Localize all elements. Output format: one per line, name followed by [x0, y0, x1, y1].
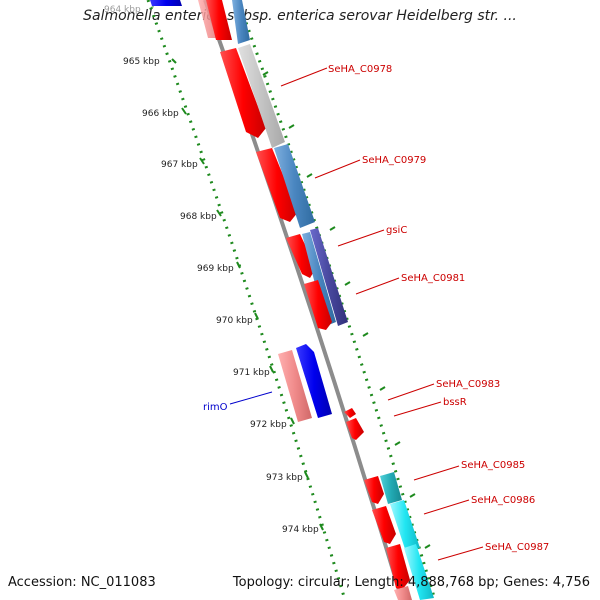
tick-10: 974 kbp [282, 523, 324, 535]
cds-feature-bssR[interactable] [346, 418, 364, 440]
tick-4: 968 kbp [180, 209, 222, 222]
tick-0: 964 kbp [104, 0, 157, 15]
gene-label-SeHA_C0981[interactable]: SeHA_C0981 [401, 273, 465, 284]
gene-label-gsiC[interactable]: gsiC [386, 225, 407, 236]
cds-feature-rimO[interactable] [296, 344, 332, 418]
gene-feature-SeHA_C0987[interactable] [404, 544, 434, 600]
inner-ticks [262, 71, 431, 549]
gene-label-SeHA_C0978[interactable]: SeHA_C0978 [328, 64, 392, 75]
cds-feature-SeHA_C0985[interactable] [364, 476, 384, 504]
map-title: Salmonella enterica subsp. enterica sero… [83, 8, 517, 24]
label-leaders [229, 67, 484, 561]
gene-feature-SeHA_C0986[interactable] [390, 500, 420, 552]
tick-5: 969 kbp [197, 261, 241, 274]
cds-feature-gsiC[interactable] [286, 234, 316, 278]
cds-feature-SeHA_C0987[interactable] [386, 544, 410, 590]
cds-feature-SeHA_C0979[interactable] [256, 148, 298, 222]
cds-feature-reverse-top[interactable] [150, 0, 182, 6]
gene-feature-top[interactable] [232, 0, 250, 44]
gene-feature-SeHA_C0978[interactable] [238, 44, 285, 148]
tick-9: 973 kbp [266, 471, 309, 483]
tick-6: 970 kbp [216, 312, 259, 326]
gene-label-rimO[interactable]: rimO [203, 402, 228, 413]
tick-label: 970 kbp [216, 316, 253, 326]
gene-label-SeHA_C0979[interactable]: SeHA_C0979 [362, 155, 426, 166]
cds-feature-SeHA_C0986[interactable] [372, 506, 396, 544]
tick-label: 974 kbp [282, 525, 319, 535]
gene-label-SeHA_C0987[interactable]: SeHA_C0987 [485, 542, 549, 553]
cds-feature-SeHA_C0978[interactable] [220, 48, 266, 138]
tick-3: 967 kbp [161, 157, 205, 170]
tick-label: 968 kbp [180, 212, 217, 222]
tick-label: 964 kbp [104, 5, 141, 15]
gene-label-SeHA_C0986[interactable]: SeHA_C0986 [471, 495, 535, 506]
gene-label-bssR[interactable]: bssR [443, 397, 467, 408]
tick-2: 966 kbp [142, 107, 187, 119]
gene-label-SeHA_C0983[interactable]: SeHA_C0983 [436, 379, 500, 390]
inner-tick-track [236, 0, 437, 600]
cds-feature-top[interactable] [206, 0, 232, 40]
tick-7: 971 kbp [233, 365, 274, 378]
tick-label: 971 kbp [233, 368, 270, 378]
gene-feature-SeHA_C0979[interactable] [274, 144, 315, 228]
gene-feature-bottom-pink[interactable] [394, 586, 412, 600]
tick-label: 972 kbp [250, 420, 287, 430]
gene-feature-gsiC[interactable] [302, 232, 336, 326]
gene-feature-SeHA_C0985[interactable] [380, 472, 402, 504]
tick-8: 972 kbp [250, 417, 295, 430]
gene-label-SeHA_C0985[interactable]: SeHA_C0985 [461, 460, 525, 471]
gene-feature-rimO[interactable] [278, 350, 312, 422]
tick-label: 969 kbp [197, 264, 234, 274]
tick-label: 965 kbp [123, 57, 160, 67]
outer-tick-track [146, 0, 347, 600]
tick-label: 967 kbp [161, 160, 198, 170]
genome-summary-text: Topology: circular; Length: 4,888,768 bp… [232, 575, 590, 590]
tick-label: 966 kbp [142, 109, 179, 119]
accession-text: Accession: NC_011083 [8, 575, 156, 590]
cds-feature-SeHA_C0981[interactable] [304, 280, 332, 330]
gene-feature-gsiC-alt[interactable] [310, 228, 348, 326]
tick-1: 965 kbp [123, 57, 177, 67]
tick-label: 973 kbp [266, 473, 303, 483]
cds-feature-SeHA_C0983[interactable] [344, 408, 356, 418]
